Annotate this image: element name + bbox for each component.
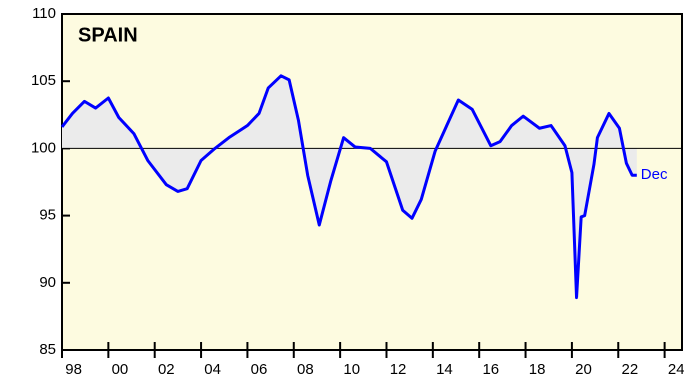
x-tick-label: 14 [436,361,453,378]
x-tick-label: 12 [390,361,407,378]
x-tick-label: 16 [482,361,499,378]
y-tick-label: 95 [39,207,56,224]
area [62,75,637,298]
x-tick-label: 98 [65,361,82,378]
line [60,74,637,300]
x-tick-label: 04 [204,361,221,378]
y-tick-label: 100 [31,139,56,156]
x-tick-label: 06 [251,361,268,378]
y-tick-label: 90 [39,274,56,291]
x-tick-label: 22 [622,361,639,378]
y-tick-label: 85 [39,341,56,358]
x-tick-label: 02 [158,361,175,378]
y-tick-label: 110 [32,5,56,22]
annotation: Dec [641,166,668,183]
x-tick-label: 18 [529,361,546,378]
y-tick-label: 105 [31,72,56,89]
x-tick-label: 08 [297,361,314,378]
chart-title: SPAIN [78,24,138,46]
x-tick-label: 00 [112,361,129,378]
x-tick-label: 24 [668,361,684,378]
x-tick-label: 20 [575,361,592,378]
x-tick-label: 10 [343,361,360,378]
